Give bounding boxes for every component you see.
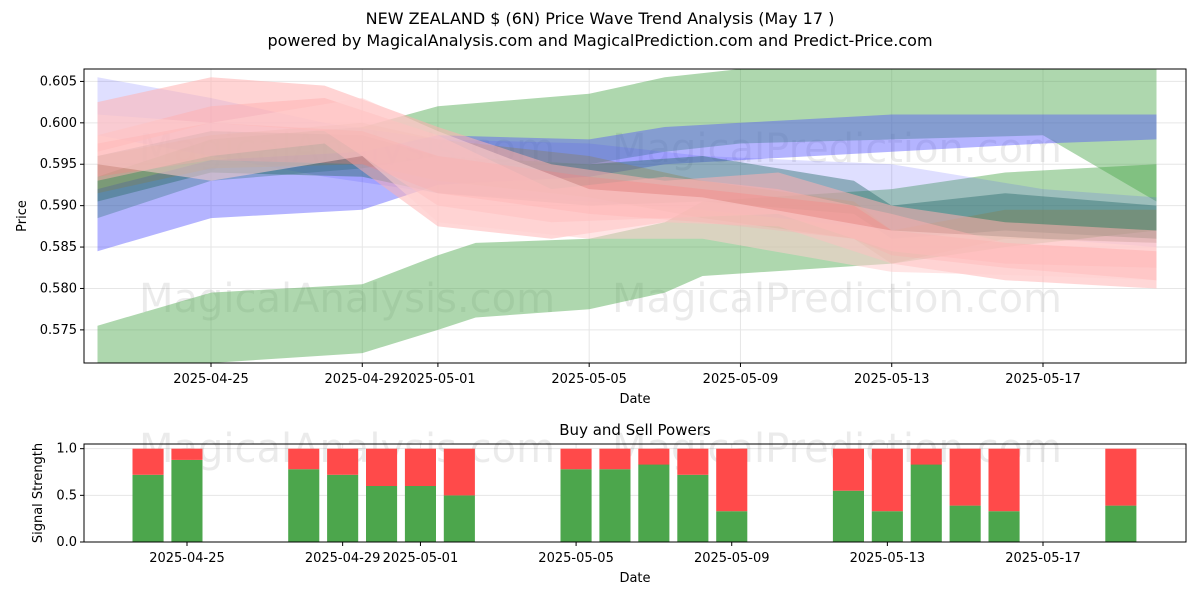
signal-panel-title: Buy and Sell Powers xyxy=(559,421,711,439)
sell-bar xyxy=(677,448,709,475)
signal-xtick-label: 2025-05-17 xyxy=(1005,551,1081,566)
signal-x-axis-label: Date xyxy=(619,571,650,586)
signal-ytick-label: 0.0 xyxy=(56,535,77,550)
buy-bar xyxy=(716,511,748,542)
price-ytick-label: 0.580 xyxy=(40,281,77,296)
sell-bar xyxy=(949,448,981,506)
sell-bar xyxy=(599,448,631,470)
price-xtick-label: 2025-05-13 xyxy=(854,372,930,387)
buy-bar xyxy=(366,486,398,542)
price-ytick-label: 0.590 xyxy=(40,199,77,214)
signal-xtick-label: 2025-05-09 xyxy=(694,551,770,566)
signal-axes-frame xyxy=(83,443,1187,543)
watermark-text: MagicalPrediction.com xyxy=(612,126,1062,172)
buy-bar xyxy=(949,505,981,542)
price-ytick-label: 0.600 xyxy=(40,116,77,131)
sell-bar xyxy=(132,448,164,475)
sell-bar xyxy=(910,448,942,465)
buy-bar xyxy=(677,474,709,542)
price-xtick-label: 2025-05-05 xyxy=(551,372,627,387)
buy-bar xyxy=(988,511,1020,542)
price-wave-band-2 xyxy=(97,69,1157,219)
sell-bar xyxy=(443,448,475,496)
price-axes-frame xyxy=(83,68,1187,364)
buy-bar xyxy=(638,464,670,542)
price-panel: MagicalAnalysis.com MagicalPrediction.com… xyxy=(15,68,1187,407)
sell-bar xyxy=(560,448,592,470)
buy-bar xyxy=(132,474,164,542)
sell-bar xyxy=(832,448,864,491)
buy-bar xyxy=(599,469,631,542)
sell-bar xyxy=(404,448,436,486)
chart-title: NEW ZEALAND $ (6N) Price Wave Trend Anal… xyxy=(365,9,835,28)
sell-bar xyxy=(288,448,320,470)
buy-bar xyxy=(288,469,320,542)
buy-bar xyxy=(832,490,864,542)
price-bands xyxy=(97,69,1157,363)
signal-panel: MagicalAnalysis.comMagicalPrediction.com… xyxy=(31,421,1187,586)
price-ytick-label: 0.585 xyxy=(40,240,77,255)
signal-ytick-label: 0.5 xyxy=(56,488,77,503)
sell-bar xyxy=(1105,448,1137,506)
signal-y-axis-label: Signal Strength xyxy=(31,443,46,543)
buy-bar xyxy=(910,464,942,542)
sell-bar xyxy=(638,448,670,465)
signal-xtick-label: 2025-05-01 xyxy=(383,551,459,566)
price-wave-band-3 xyxy=(97,114,1157,252)
signal-xtick-label: 2025-05-13 xyxy=(850,551,926,566)
price-xtick-label: 2025-05-01 xyxy=(400,372,476,387)
chart-subtitle: powered by MagicalAnalysis.com and Magic… xyxy=(267,31,933,50)
price-xtick-label: 2025-04-25 xyxy=(173,372,249,387)
sell-bar xyxy=(171,448,203,460)
sell-bar xyxy=(988,448,1020,512)
signal-ytick-label: 1.0 xyxy=(56,442,77,457)
price-xtick-label: 2025-05-17 xyxy=(1005,372,1081,387)
price-x-axis-label: Date xyxy=(619,392,650,407)
price-ytick-label: 0.575 xyxy=(40,323,77,338)
buy-bar xyxy=(871,511,903,542)
price-ytick-label: 0.595 xyxy=(40,157,77,172)
price-y-axis-label: Price xyxy=(15,200,30,232)
price-wave-band-4 xyxy=(97,77,1157,248)
buy-bar xyxy=(404,486,436,542)
buy-bar xyxy=(1105,505,1137,542)
sell-bar xyxy=(366,448,398,486)
watermark-text: MagicalAnalysis.com xyxy=(139,276,555,322)
price-xtick-label: 2025-04-29 xyxy=(324,372,400,387)
price-xtick-label: 2025-05-09 xyxy=(703,372,779,387)
buy-bar xyxy=(560,469,592,542)
signal-xtick-label: 2025-04-25 xyxy=(149,551,225,566)
buy-bar xyxy=(443,495,475,542)
price-ytick-label: 0.605 xyxy=(40,74,77,89)
signal-xtick-label: 2025-05-05 xyxy=(538,551,614,566)
price-wave-band-10 xyxy=(97,98,1157,281)
watermark-text: MagicalPrediction.com xyxy=(612,276,1062,322)
sell-bar xyxy=(716,448,748,512)
buy-bar xyxy=(327,474,359,542)
buy-bar xyxy=(171,459,203,542)
sell-bar xyxy=(871,448,903,512)
sell-bar xyxy=(327,448,359,475)
signal-xtick-label: 2025-04-29 xyxy=(305,551,381,566)
